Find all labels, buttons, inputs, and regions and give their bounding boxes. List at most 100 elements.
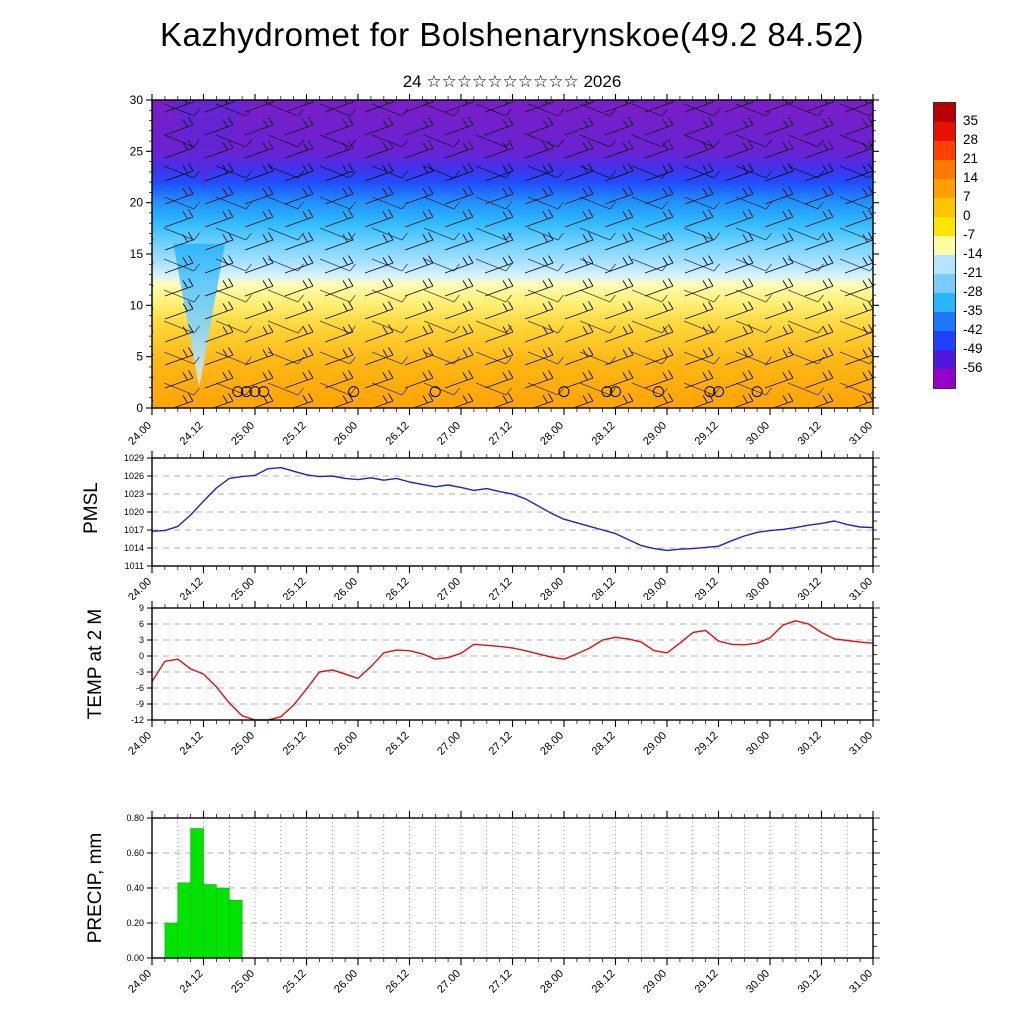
svg-text:27.00: 27.00	[435, 968, 463, 996]
svg-text:31.00: 31.00	[847, 730, 875, 758]
svg-text:30.12: 30.12	[796, 968, 824, 996]
svg-text:-6: -6	[136, 683, 144, 693]
svg-text:30.00: 30.00	[744, 730, 772, 758]
colorbar-label: 35	[963, 113, 979, 128]
svg-text:25.00: 25.00	[229, 576, 257, 600]
precip-chart: 0.80 0.60 0.40 0.20 0.00 24.00 24.12 25.00 25.12…	[126, 811, 880, 996]
colorbar-label: -14	[963, 246, 983, 261]
svg-text:31.00: 31.00	[847, 420, 875, 448]
svg-text:26.12: 26.12	[384, 968, 412, 996]
colorbar-segment	[934, 293, 955, 312]
cross-section-chart: 0 5 10 15 20 25 30 24.00 24.12 25.00 25.12 26.00 26.…	[126, 94, 879, 448]
svg-text:24.12: 24.12	[178, 576, 206, 600]
svg-text:6: 6	[139, 619, 144, 629]
svg-text:28.00: 28.00	[538, 730, 566, 758]
svg-text:30.12: 30.12	[796, 420, 824, 448]
svg-text:30.00: 30.00	[744, 420, 772, 448]
colorbar-label: 0	[963, 208, 971, 223]
svg-text:28.12: 28.12	[590, 730, 618, 758]
svg-text:26.12: 26.12	[384, 420, 412, 448]
colorbar-segment	[934, 217, 955, 236]
svg-text:26.00: 26.00	[332, 730, 360, 758]
colorbar-segment	[934, 274, 955, 293]
svg-text:31.00: 31.00	[847, 576, 875, 600]
svg-text:0.80: 0.80	[126, 813, 144, 823]
pmsl-chart: 1029 1026 1023 1020 1017 1014 1011 24.00 24.12 25…	[124, 451, 880, 600]
svg-text:27.12: 27.12	[487, 420, 515, 448]
svg-text:-12: -12	[131, 715, 144, 725]
temp2m-chart: 9 6 3 0 -3 -6 -9 -12 24.00 24.12 25.00 25.12 26.00 26…	[126, 601, 880, 758]
svg-text:25.12: 25.12	[281, 730, 309, 758]
svg-text:30.12: 30.12	[796, 730, 824, 758]
svg-text:26.00: 26.00	[332, 420, 360, 448]
colorbar-segment	[934, 122, 955, 141]
date-subtitle: 24 ☆☆☆☆☆☆☆☆☆☆ 2026	[402, 72, 622, 91]
svg-text:26.00: 26.00	[332, 576, 360, 600]
colorbar-segment	[934, 350, 955, 369]
svg-text:0: 0	[136, 401, 143, 415]
svg-text:29.00: 29.00	[641, 576, 669, 600]
colorbar-label: 28	[963, 132, 979, 147]
svg-text:1023: 1023	[124, 489, 144, 499]
colorbar-segment	[934, 179, 955, 198]
svg-text:26.12: 26.12	[384, 576, 412, 600]
svg-text:25: 25	[130, 144, 144, 158]
svg-text:29.12: 29.12	[693, 576, 721, 600]
svg-text:25.12: 25.12	[281, 420, 309, 448]
svg-text:30: 30	[130, 94, 144, 107]
svg-text:28.00: 28.00	[538, 420, 566, 448]
temperature-colorbar	[933, 102, 956, 389]
svg-text:24.12: 24.12	[178, 968, 206, 996]
colorbar-label: 14	[963, 170, 979, 185]
svg-text:0.40: 0.40	[126, 883, 144, 893]
svg-text:1017: 1017	[124, 525, 144, 535]
svg-text:20: 20	[130, 196, 144, 210]
svg-text:1026: 1026	[124, 471, 144, 481]
svg-text:24.00: 24.00	[126, 576, 154, 600]
colorbar-label: -35	[963, 303, 983, 318]
svg-text:25.00: 25.00	[229, 420, 257, 448]
colorbar-label: -49	[963, 341, 983, 356]
colorbar-segment	[934, 331, 955, 350]
colorbar-segment	[934, 369, 955, 388]
svg-text:1011: 1011	[125, 561, 144, 571]
svg-text:25.00: 25.00	[229, 730, 257, 758]
svg-text:1029: 1029	[124, 453, 144, 463]
svg-text:0.20: 0.20	[126, 918, 144, 928]
svg-text:25.00: 25.00	[229, 968, 257, 996]
svg-text:29.12: 29.12	[693, 420, 721, 448]
svg-text:1014: 1014	[124, 543, 144, 553]
colorbar-segment	[934, 312, 955, 331]
svg-text:28.12: 28.12	[590, 576, 618, 600]
svg-text:27.00: 27.00	[435, 730, 463, 758]
svg-text:29.12: 29.12	[693, 730, 721, 758]
svg-text:29.00: 29.00	[641, 730, 669, 758]
svg-text:27.00: 27.00	[435, 576, 463, 600]
svg-text:28.12: 28.12	[590, 420, 618, 448]
colorbar-label: -42	[963, 322, 983, 337]
colorbar-label: -28	[963, 284, 983, 299]
colorbar-label: -7	[963, 227, 976, 242]
svg-text:27.12: 27.12	[487, 730, 515, 758]
svg-text:3: 3	[139, 635, 144, 645]
svg-text:5: 5	[136, 350, 143, 364]
svg-text:24.12: 24.12	[178, 730, 206, 758]
svg-text:24.12: 24.12	[178, 420, 206, 448]
colorbar-segment	[934, 198, 955, 217]
svg-text:28.00: 28.00	[538, 968, 566, 996]
svg-text:30.12: 30.12	[796, 576, 824, 600]
svg-text:24.00: 24.00	[126, 968, 154, 996]
svg-text:30.00: 30.00	[744, 968, 772, 996]
svg-text:1020: 1020	[124, 507, 144, 517]
svg-text:10: 10	[130, 298, 144, 312]
svg-text:25.12: 25.12	[281, 968, 309, 996]
svg-text:29.00: 29.00	[641, 420, 669, 448]
svg-text:9: 9	[139, 603, 144, 613]
svg-text:29.12: 29.12	[693, 968, 721, 996]
svg-text:28.00: 28.00	[538, 576, 566, 600]
colorbar-segment	[934, 255, 955, 274]
colorbar-segment	[934, 160, 955, 179]
svg-text:27.12: 27.12	[487, 576, 515, 600]
colorbar-label: 7	[963, 189, 971, 204]
